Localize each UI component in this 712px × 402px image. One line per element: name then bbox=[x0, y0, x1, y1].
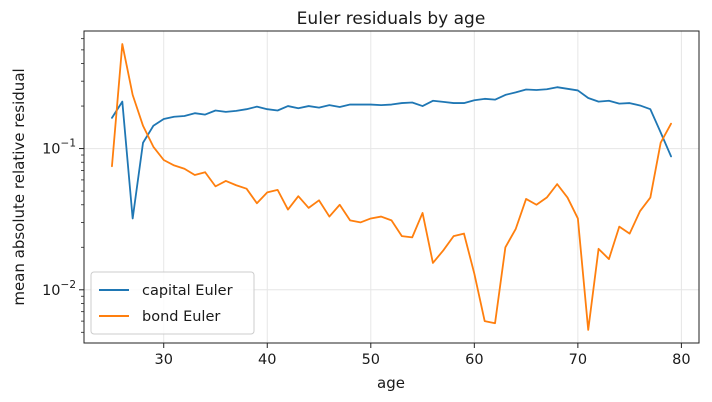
y-axis-label: mean absolute relative residual bbox=[10, 68, 28, 305]
x-axis-label: age bbox=[377, 374, 405, 392]
y-axis-ticks: 10−2 10−1 bbox=[42, 138, 84, 299]
y-tick-label: 10−1 bbox=[42, 138, 76, 158]
legend-box bbox=[90, 271, 255, 335]
plot-frame bbox=[83, 30, 700, 344]
y-tick-label: 10−2 bbox=[42, 279, 76, 299]
chart-title: Euler residuals by age bbox=[297, 9, 486, 29]
legend-label-capital-euler: capital Euler bbox=[142, 283, 233, 299]
x-tick-label: 80 bbox=[672, 352, 690, 368]
x-tick-label: 70 bbox=[569, 352, 587, 368]
x-tick-label: 60 bbox=[465, 352, 483, 368]
series-line-capital-euler bbox=[111, 86, 672, 220]
x-tick-label: 50 bbox=[362, 352, 380, 368]
series-lines bbox=[111, 43, 672, 331]
x-tick-label: 30 bbox=[154, 352, 172, 368]
x-axis-ticks: 30 40 50 60 70 80 bbox=[154, 343, 691, 368]
x-tick-label: 40 bbox=[258, 352, 276, 368]
series-line-bond-euler bbox=[111, 43, 672, 331]
legend: capital Euler bond Euler bbox=[90, 271, 255, 335]
legend-label-bond-euler: bond Euler bbox=[142, 309, 220, 325]
